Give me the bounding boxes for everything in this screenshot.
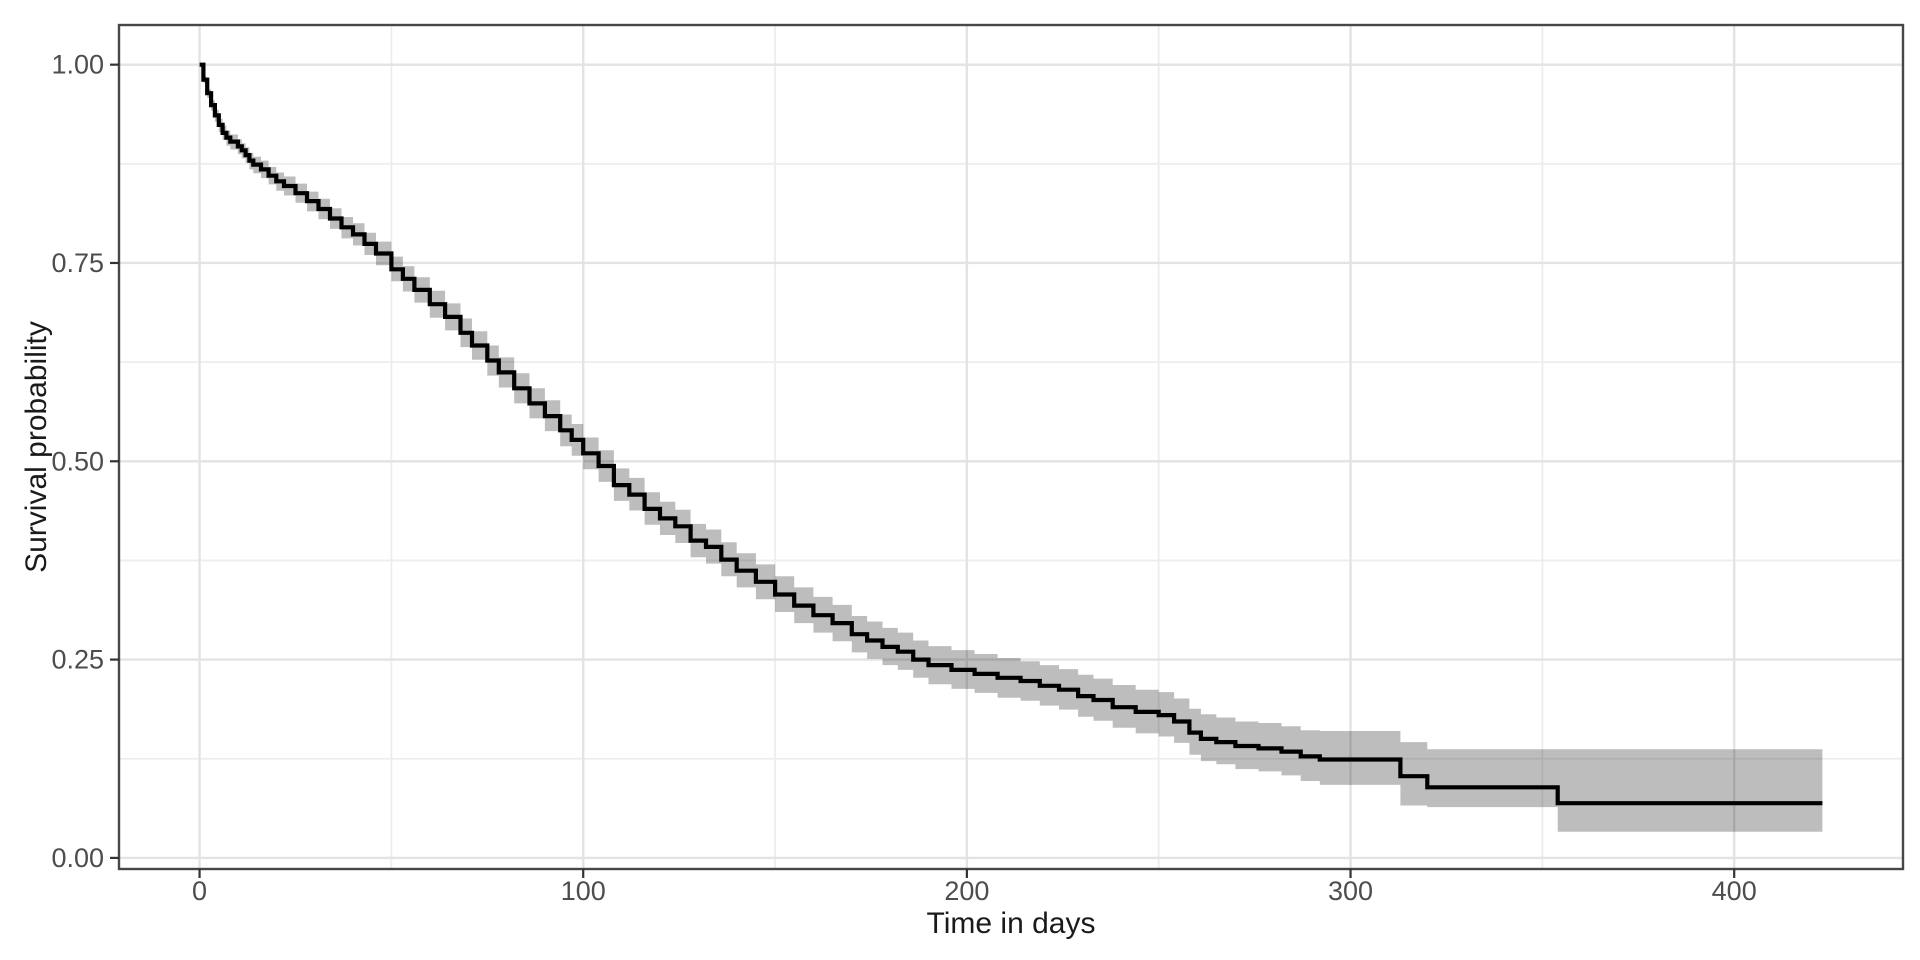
y-tick-label: 0.75 (51, 248, 104, 278)
y-axis-title: Survival probability (20, 321, 53, 573)
y-tick-label: 1.00 (51, 50, 104, 80)
axis-tick-labels: 0 100 200 300 400 0.00 0.25 0.50 0.75 1.00 (51, 50, 1756, 906)
x-tick-label: 100 (561, 876, 606, 906)
x-tick-label: 300 (1328, 876, 1373, 906)
axis-tick-marks (110, 63, 1736, 878)
minor-gridlines (119, 25, 1903, 869)
x-tick-label: 400 (1712, 876, 1757, 906)
x-tick-label: 200 (944, 876, 989, 906)
survival-step-curve (199, 62, 1823, 806)
y-tick-label: 0.50 (51, 446, 104, 476)
x-tick-label: 0 (192, 876, 207, 906)
major-gridlines (119, 25, 1903, 869)
y-tick-label: 0.25 (51, 645, 104, 675)
y-tick-label: 0.00 (51, 843, 104, 873)
x-axis-title: Time in days (927, 907, 1096, 940)
confidence-band (199, 64, 1823, 832)
panel-border (117, 23, 1905, 871)
